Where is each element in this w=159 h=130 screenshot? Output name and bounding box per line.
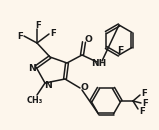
Text: F: F: [35, 21, 41, 30]
Text: O: O: [84, 34, 92, 44]
Text: F: F: [142, 99, 148, 108]
Text: N: N: [28, 63, 36, 73]
Text: O: O: [80, 83, 88, 92]
Text: F: F: [139, 106, 145, 115]
Text: F: F: [141, 89, 147, 98]
Text: CH₃: CH₃: [27, 96, 43, 105]
Text: F: F: [117, 46, 123, 54]
Text: NH: NH: [91, 58, 107, 67]
Text: F: F: [50, 28, 56, 37]
Text: N: N: [44, 80, 52, 89]
Text: F: F: [17, 31, 23, 41]
